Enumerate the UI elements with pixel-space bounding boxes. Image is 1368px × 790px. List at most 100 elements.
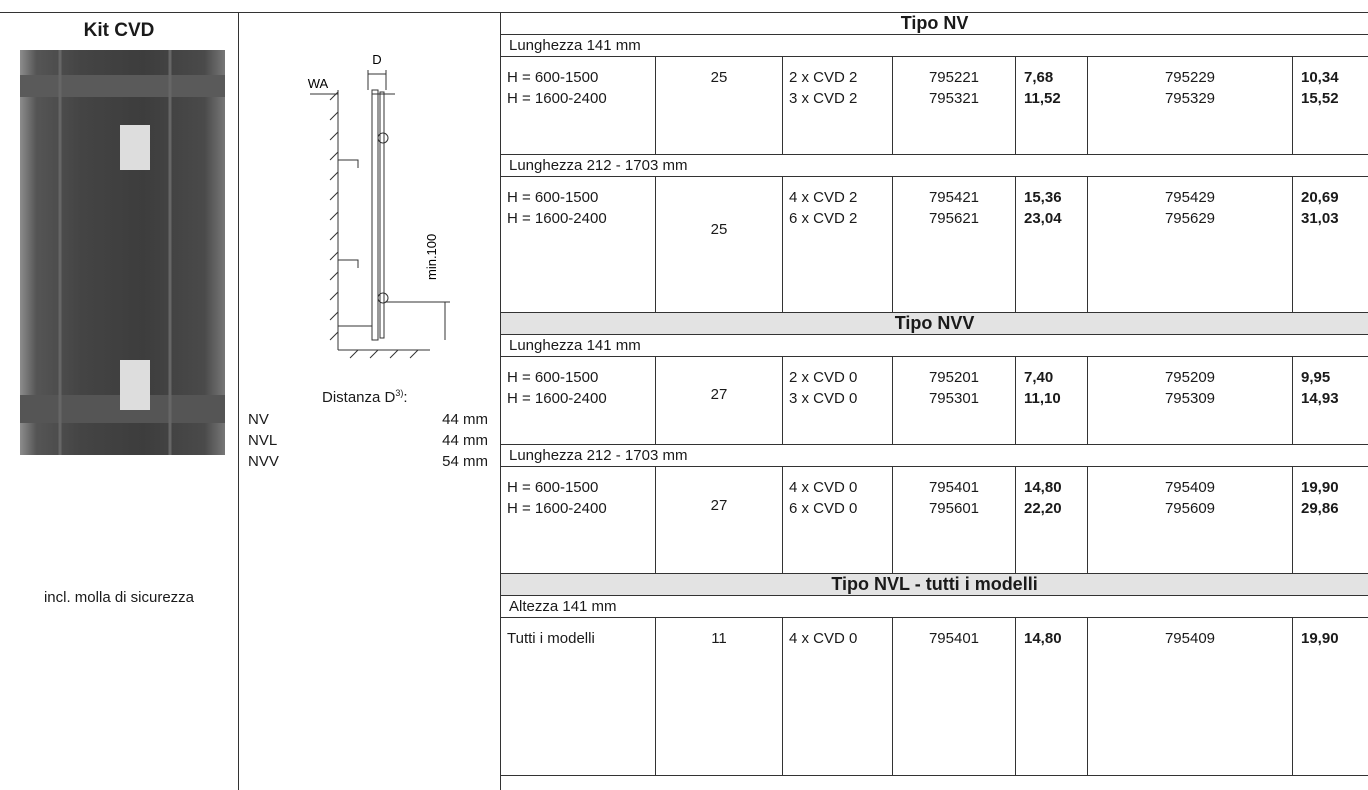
footnote-mark: 3) [395,388,404,398]
wa-value: 27 [710,496,728,514]
kit: 4 x CVD 0 [789,630,858,647]
spec: H = 600-1500 [507,69,599,86]
spec: H = 1600-2400 [507,500,607,517]
model: NVV [248,453,279,470]
cell: 25 [655,56,783,155]
code: 795609 [1164,500,1216,517]
diagram-label: min.100 [424,234,439,280]
group-header: Lunghezza 212 - 1703 mm [499,154,1368,177]
distance-label: Distanza D3): [322,388,408,406]
group-header-row: Lunghezza 141 mm [499,334,1368,357]
photo-detail [20,50,225,455]
model: NVL [248,432,278,449]
section-title: Tipo NV [499,12,1368,35]
group-header-row: Lunghezza 212 - 1703 mm [499,444,1368,467]
group-header: Lunghezza 141 mm [499,334,1368,357]
distance-row: NV 44 mm [248,411,488,428]
section-row: Tipo NV [499,12,1368,35]
price: 19,90 [1301,630,1339,647]
cell: 2 x CVD 0 3 x CVD 0 [782,356,893,445]
distance-row: NVL 44 mm [248,432,488,449]
cell: 7,68 11,52 [1015,56,1088,155]
cell: 2 x CVD 2 3 x CVD 2 [782,56,893,155]
section-title: Tipo NVL - tutti i modelli [499,573,1368,596]
price: 14,93 [1301,390,1339,407]
price: 7,68 [1024,69,1054,86]
code: 795409 [1164,630,1216,647]
code: 795329 [1164,90,1216,107]
price: 14,80 [1024,479,1062,496]
price: 9,95 [1301,369,1331,386]
group-header-row: Lunghezza 212 - 1703 mm [499,154,1368,177]
code: 795209 [1164,369,1216,386]
code: 795301 [928,390,980,407]
cell: 795221 795321 [892,56,1016,155]
cell: 25 [655,176,783,313]
price: 20,69 [1301,189,1339,206]
cell: 795209 795309 [1087,356,1293,445]
section-title: Tipo NVV [499,312,1368,335]
data-row: H = 600-1500 H = 1600-2400 27 2 x CVD 0 3 x … [500,356,1368,445]
section-row: Tipo NVL - tutti i modelli [499,573,1368,596]
spec: H = 600-1500 [507,189,599,206]
group-header: Lunghezza 212 - 1703 mm [499,444,1368,467]
cell: 10,34 15,52 [1291,56,1368,155]
distance-suffix: : [403,389,408,406]
cell: H = 600-1500 H = 1600-2400 [500,176,656,313]
mounting-diagram: D WA min.100 [308,52,450,359]
price-table: Tipo NV Lunghezza 141 mm H = 600-1500 H = 1… [499,12,1368,776]
data-row: H = 600-1500 H = 1600-2400 27 4 x CVD 0 6 x … [500,466,1368,574]
cell: 14,80 22,20 [1015,466,1088,574]
price: 29,86 [1301,500,1339,517]
cell: 4 x CVD 0 [782,617,893,776]
cell: Tutti i modelli [500,617,656,776]
spec: H = 1600-2400 [507,390,607,407]
price: 15,36 [1024,189,1062,206]
code: 795601 [928,500,980,517]
price: 11,10 [1024,390,1061,407]
kit: 3 x CVD 0 [789,390,858,407]
cell: 795429 795629 [1087,176,1293,313]
cell: 795201 795301 [892,356,1016,445]
code: 795421 [928,189,980,206]
column-rule [238,12,239,790]
code: 795221 [928,69,980,86]
price: 19,90 [1301,479,1339,496]
distance: 54 mm [442,453,488,470]
cell: 27 [655,356,783,445]
section-row: Tipo NVV [499,312,1368,335]
wa-value: 25 [710,221,728,238]
price: 31,03 [1301,210,1339,227]
cell: 15,36 23,04 [1015,176,1088,313]
cell: 795421 795621 [892,176,1016,313]
group-header-row: Lunghezza 141 mm [499,34,1368,57]
cell: 19,90 29,86 [1291,466,1368,574]
code: 795201 [928,369,980,386]
code: 795229 [1164,69,1216,86]
kit: 6 x CVD 0 [789,500,858,517]
distance-row: NVV 54 mm [248,453,488,470]
cell: 11 [655,617,783,776]
cell: 4 x CVD 0 6 x CVD 0 [782,466,893,574]
diagram-label: D [372,52,381,67]
cell: 795401 795601 [892,466,1016,574]
price: 23,04 [1024,210,1062,227]
data-row: H = 600-1500 H = 1600-2400 25 4 x CVD 2 6 x … [500,176,1368,313]
kit: 6 x CVD 2 [789,210,858,227]
cell: H = 600-1500 H = 1600-2400 [500,356,656,445]
distance-text: Distanza D [322,389,396,406]
diagram-label: WA [308,76,329,91]
data-row: Tutti i modelli 11 4 x CVD 0 795401 14,80 795… [500,617,1368,776]
code: 795309 [1164,390,1216,407]
cell: 795401 [892,617,1016,776]
kit: 4 x CVD 0 [789,479,858,496]
group-header-row: Altezza 141 mm [499,595,1368,618]
cell: 27 [655,466,783,574]
wa-value: 27 [710,386,728,403]
distance: 44 mm [442,411,488,428]
code: 795621 [928,210,980,227]
cell: 795409 [1087,617,1293,776]
cell: 7,40 11,10 [1015,356,1088,445]
cell: H = 600-1500 H = 1600-2400 [500,466,656,574]
